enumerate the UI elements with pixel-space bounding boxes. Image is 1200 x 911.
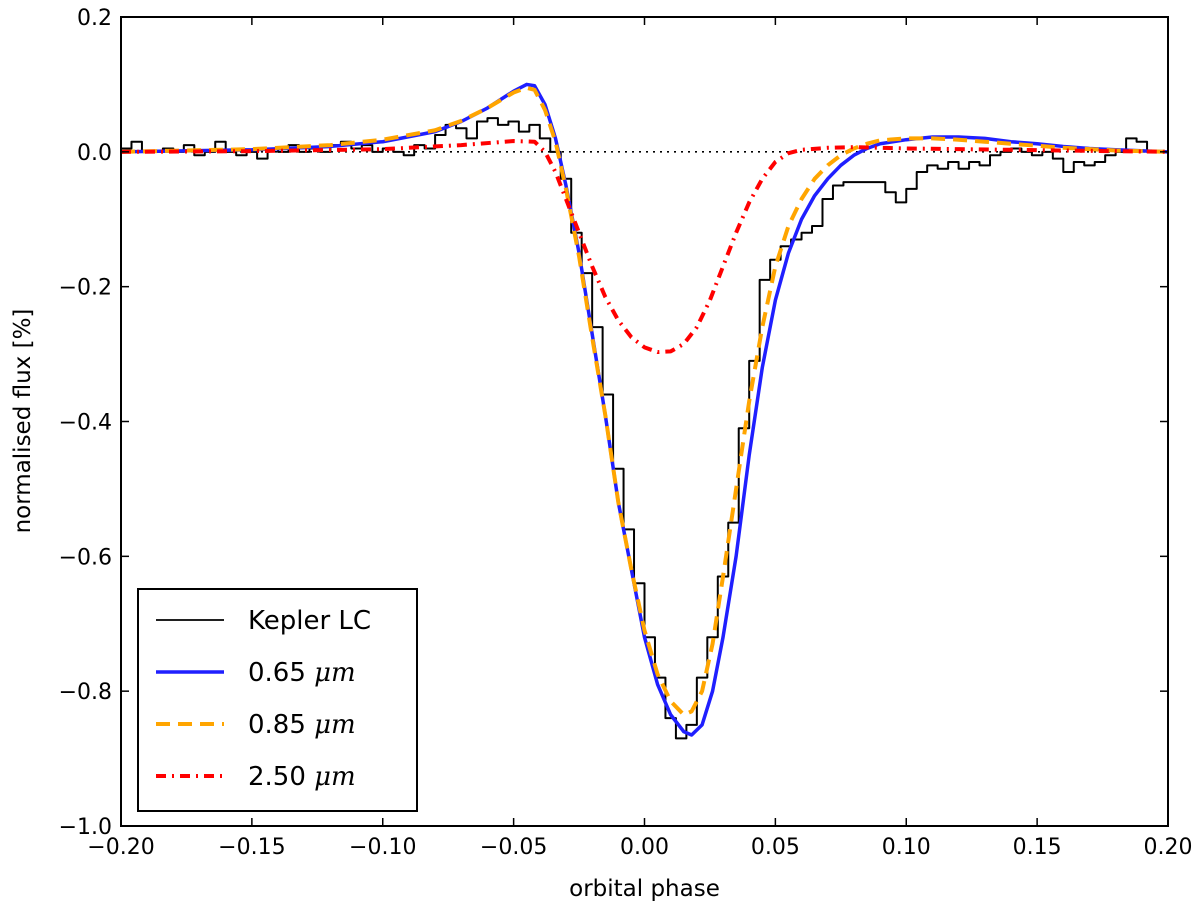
y-tick-label: 0.0 [77, 141, 112, 166]
x-tick-label: 0.05 [751, 835, 800, 860]
y-tick-label: −1.0 [59, 815, 112, 840]
legend-label-3: 0.85 μm [248, 710, 356, 740]
legend-label-4: 2.50 μm [248, 762, 356, 792]
x-tick-label: 0.00 [620, 835, 669, 860]
series-line-3 [120, 85, 1169, 717]
x-tick-label: 0.15 [1013, 835, 1062, 860]
y-tick-label: −0.2 [59, 276, 112, 301]
tick-layer: −0.20 −0.15 −0.10 −0.05 0.00 0.05 0.10 0.15 0.20… [59, 6, 1193, 860]
x-axis-label: orbital phase [569, 876, 720, 902]
legend-label-2: 0.65 μm [248, 658, 356, 688]
legend: Kepler LC 0.65 μm 0.85 μm 2.50 μm [137, 588, 418, 812]
y-tick-label: −0.8 [59, 680, 112, 705]
y-tick-label: −0.6 [59, 545, 112, 570]
y-axis-label: normalised flux [%] [10, 309, 36, 534]
x-tick-label: 0.10 [882, 835, 931, 860]
series-line-4 [120, 139, 1169, 355]
x-tick-label: 0.20 [1144, 835, 1193, 860]
legend-label-1: Kepler LC [248, 606, 371, 636]
y-tick-label: 0.2 [77, 6, 112, 31]
x-tick-label: −0.20 [87, 835, 154, 860]
y-tick-label: −0.4 [59, 411, 112, 436]
series-layer [120, 82, 1169, 740]
x-tick-label: −0.10 [349, 835, 416, 860]
x-tick-label: −0.05 [480, 835, 547, 860]
x-tick-label: −0.15 [218, 835, 285, 860]
